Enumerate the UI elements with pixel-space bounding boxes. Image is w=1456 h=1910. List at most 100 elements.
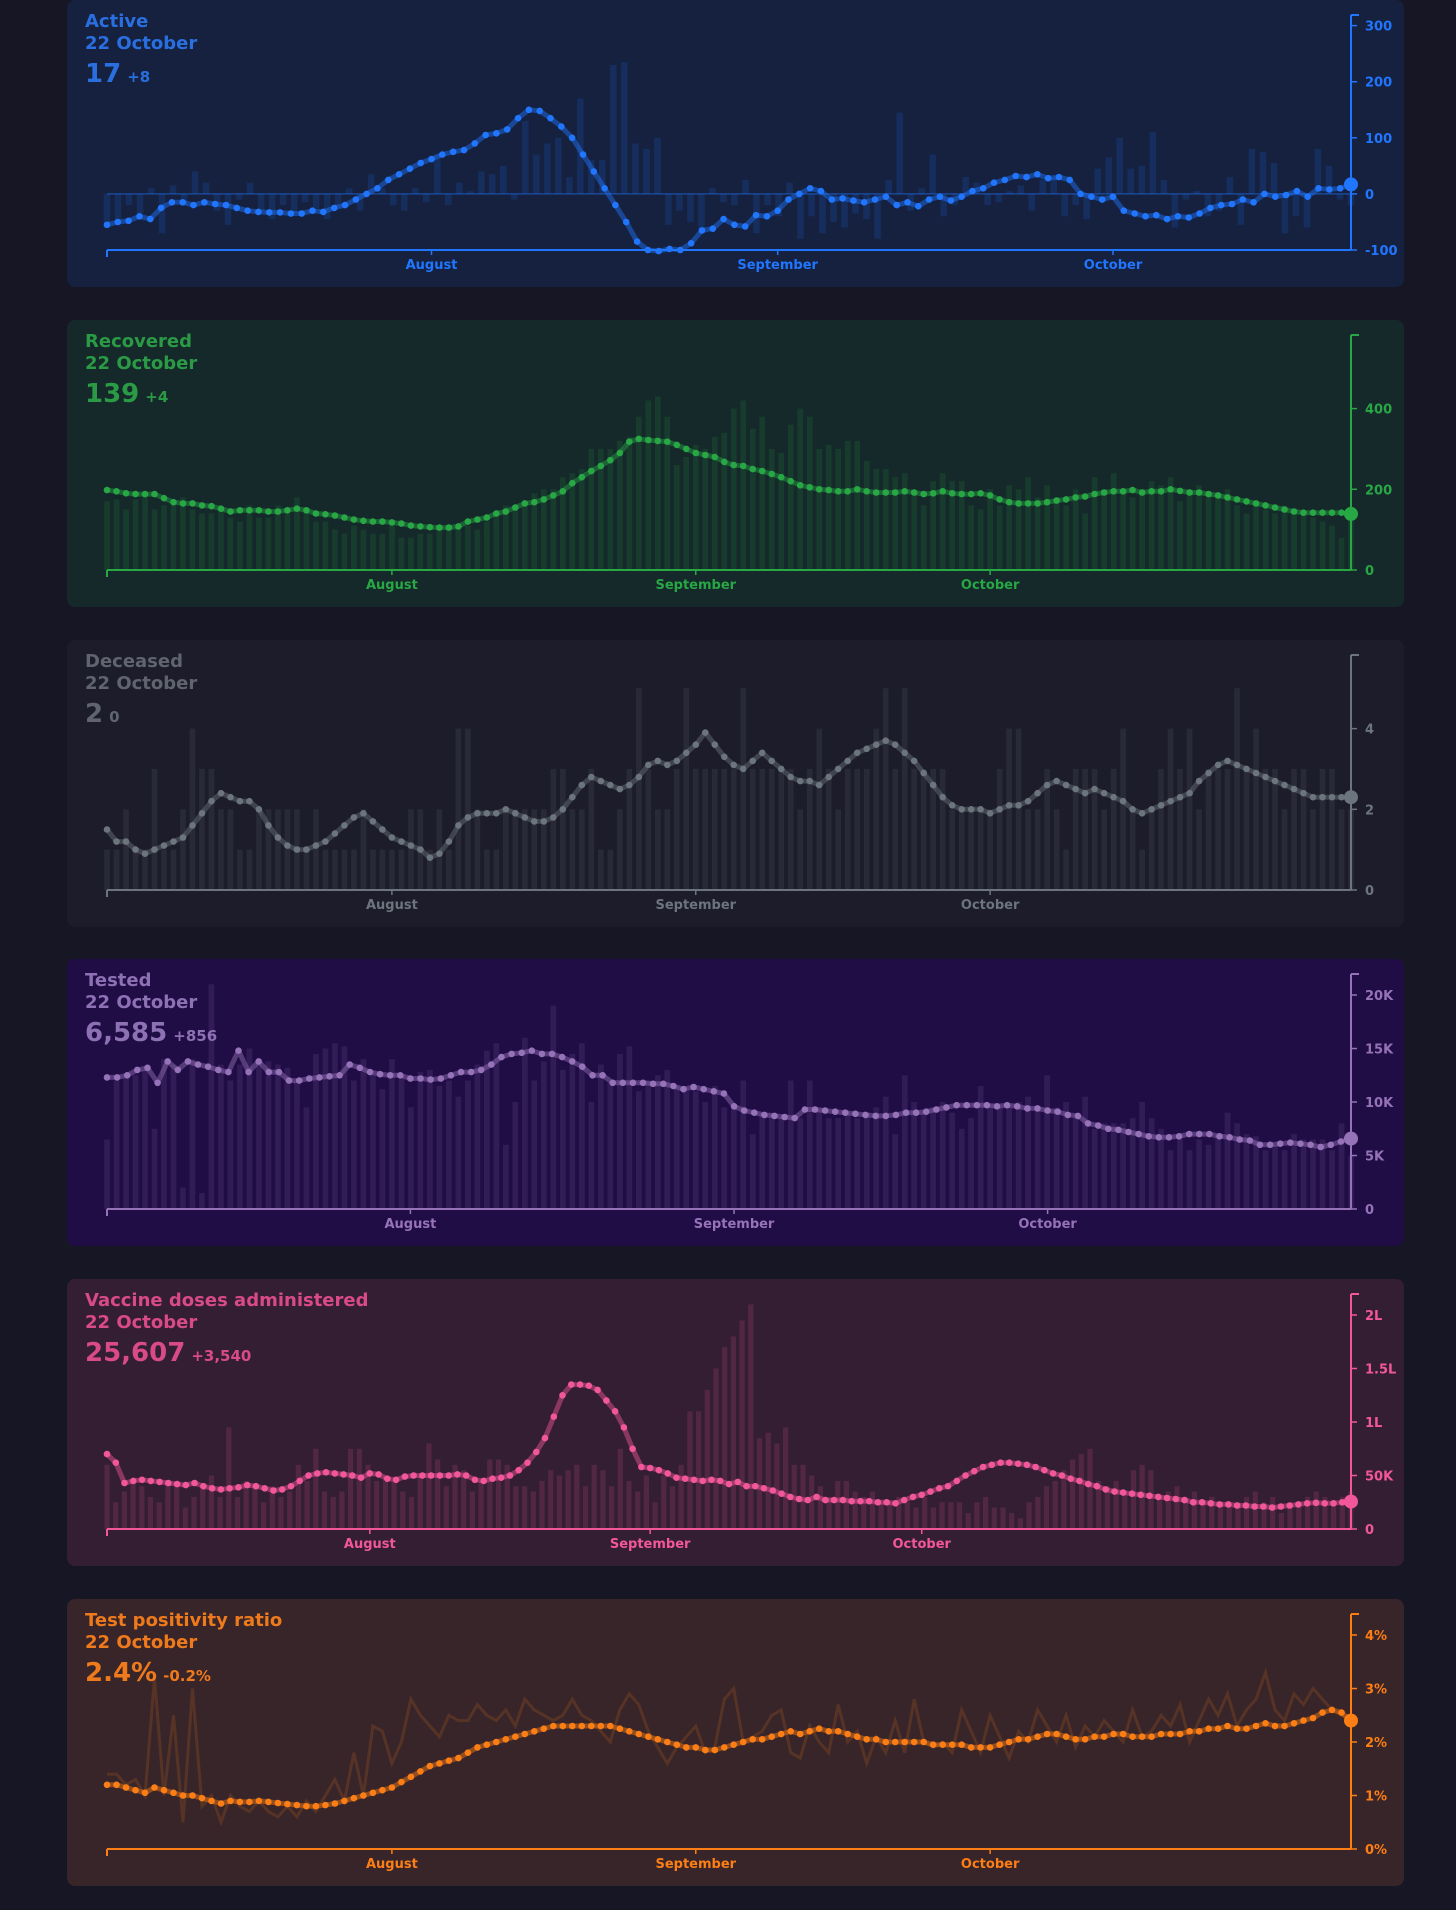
deceased-point[interactable]: [445, 838, 453, 845]
recovered-point[interactable]: [654, 437, 662, 445]
deceased-point[interactable]: [920, 769, 927, 777]
tested-point[interactable]: [821, 1107, 829, 1114]
active-point[interactable]: [1207, 204, 1214, 212]
recovered-point[interactable]: [948, 490, 956, 497]
tested-point[interactable]: [973, 1101, 981, 1109]
active-point[interactable]: [1228, 200, 1236, 208]
tested-point[interactable]: [842, 1109, 849, 1116]
tested-point[interactable]: [356, 1064, 364, 1072]
tpr-point[interactable]: [1271, 1722, 1279, 1730]
tpr-point[interactable]: [730, 1741, 737, 1748]
active-point[interactable]: [1185, 214, 1192, 221]
active-point[interactable]: [666, 245, 673, 253]
vaccinated-point[interactable]: [839, 1496, 847, 1504]
vaccinated-point[interactable]: [445, 1472, 453, 1479]
vaccinated-point[interactable]: [909, 1493, 917, 1501]
active-point[interactable]: [568, 134, 576, 142]
recovered-point[interactable]: [426, 523, 434, 531]
active-point[interactable]: [525, 106, 533, 114]
active-point[interactable]: [201, 199, 208, 206]
vaccinated-point[interactable]: [226, 1485, 233, 1492]
active-point[interactable]: [276, 209, 284, 216]
tpr-point[interactable]: [996, 1741, 1003, 1748]
recovered-point[interactable]: [417, 523, 424, 530]
tpr-point[interactable]: [1148, 1733, 1155, 1740]
vaccinated-point[interactable]: [848, 1497, 855, 1505]
recovered-point[interactable]: [388, 519, 396, 526]
active-point[interactable]: [1272, 193, 1279, 200]
tpr-point[interactable]: [265, 1798, 272, 1806]
tested-point[interactable]: [255, 1058, 262, 1065]
vaccinated-point[interactable]: [1321, 1500, 1328, 1507]
active-point[interactable]: [915, 202, 922, 210]
vaccinated-point[interactable]: [392, 1476, 400, 1484]
active-point[interactable]: [1326, 186, 1333, 193]
active-point[interactable]: [103, 221, 111, 229]
tested-point[interactable]: [1276, 1140, 1284, 1147]
active-point[interactable]: [622, 218, 630, 226]
active-point[interactable]: [449, 148, 457, 156]
active-point[interactable]: [1315, 185, 1322, 192]
recovered-point[interactable]: [1091, 490, 1098, 498]
deceased-point[interactable]: [939, 793, 946, 801]
deceased-point[interactable]: [493, 810, 500, 817]
tested-point[interactable]: [437, 1075, 445, 1082]
vaccinated-point[interactable]: [541, 1434, 549, 1442]
active-point[interactable]: [439, 151, 446, 158]
deceased-point[interactable]: [730, 761, 737, 769]
tested-point[interactable]: [215, 1066, 222, 1074]
vaccinated-point[interactable]: [1330, 1500, 1337, 1507]
vaccinated-point[interactable]: [620, 1424, 628, 1431]
tpr-point[interactable]: [768, 1733, 775, 1740]
tpr-point[interactable]: [1053, 1730, 1060, 1738]
vaccinated-point[interactable]: [200, 1482, 207, 1490]
tpr-point[interactable]: [920, 1738, 927, 1746]
vaccinated-point[interactable]: [1286, 1502, 1293, 1509]
tested-point[interactable]: [1094, 1122, 1102, 1129]
tested-point[interactable]: [892, 1111, 900, 1119]
tpr-point[interactable]: [512, 1733, 519, 1740]
tpr-point[interactable]: [426, 1762, 434, 1770]
tpr-point[interactable]: [1214, 1725, 1222, 1732]
tpr-point[interactable]: [179, 1792, 187, 1799]
active-point[interactable]: [395, 171, 403, 178]
recovered-point[interactable]: [1148, 488, 1155, 495]
tpr-point[interactable]: [635, 1730, 643, 1738]
deceased-point[interactable]: [217, 789, 225, 797]
tpr-point[interactable]: [654, 1736, 662, 1743]
deceased-point[interactable]: [692, 741, 700, 748]
tpr-point[interactable]: [1186, 1728, 1193, 1735]
vaccinated-point[interactable]: [804, 1496, 812, 1504]
deceased-point[interactable]: [1138, 810, 1146, 817]
deceased-point[interactable]: [350, 814, 358, 821]
vaccinated-point[interactable]: [121, 1479, 128, 1487]
vaccinated-point[interactable]: [1102, 1486, 1109, 1493]
deceased-point[interactable]: [654, 757, 662, 765]
deceased-point[interactable]: [227, 793, 234, 801]
tested-point[interactable]: [963, 1101, 970, 1109]
recovered-point[interactable]: [1062, 496, 1070, 503]
deceased-point[interactable]: [436, 850, 443, 857]
deceased-point[interactable]: [758, 749, 766, 757]
recovered-point[interactable]: [588, 467, 595, 475]
deceased-point[interactable]: [322, 838, 329, 845]
tpr-point[interactable]: [758, 1736, 766, 1743]
tpr-point[interactable]: [559, 1722, 567, 1730]
tested-point[interactable]: [558, 1053, 566, 1061]
tested-point[interactable]: [1024, 1105, 1031, 1112]
vaccinated-point[interactable]: [979, 1463, 987, 1471]
tpr-point[interactable]: [1176, 1730, 1184, 1738]
active-point[interactable]: [493, 130, 500, 137]
tested-point[interactable]: [1084, 1120, 1092, 1127]
tested-point[interactable]: [902, 1109, 910, 1116]
tested-point[interactable]: [1175, 1133, 1183, 1140]
recovered-point[interactable]: [1167, 486, 1174, 493]
tested-point[interactable]: [781, 1113, 788, 1121]
vaccinated-point[interactable]: [384, 1475, 391, 1482]
active-point[interactable]: [558, 123, 565, 130]
recovered-point[interactable]: [739, 462, 747, 470]
tpr-point[interactable]: [1005, 1738, 1013, 1746]
active-point[interactable]: [655, 247, 662, 255]
tested-point[interactable]: [488, 1061, 495, 1068]
tpr-point[interactable]: [1262, 1720, 1269, 1727]
